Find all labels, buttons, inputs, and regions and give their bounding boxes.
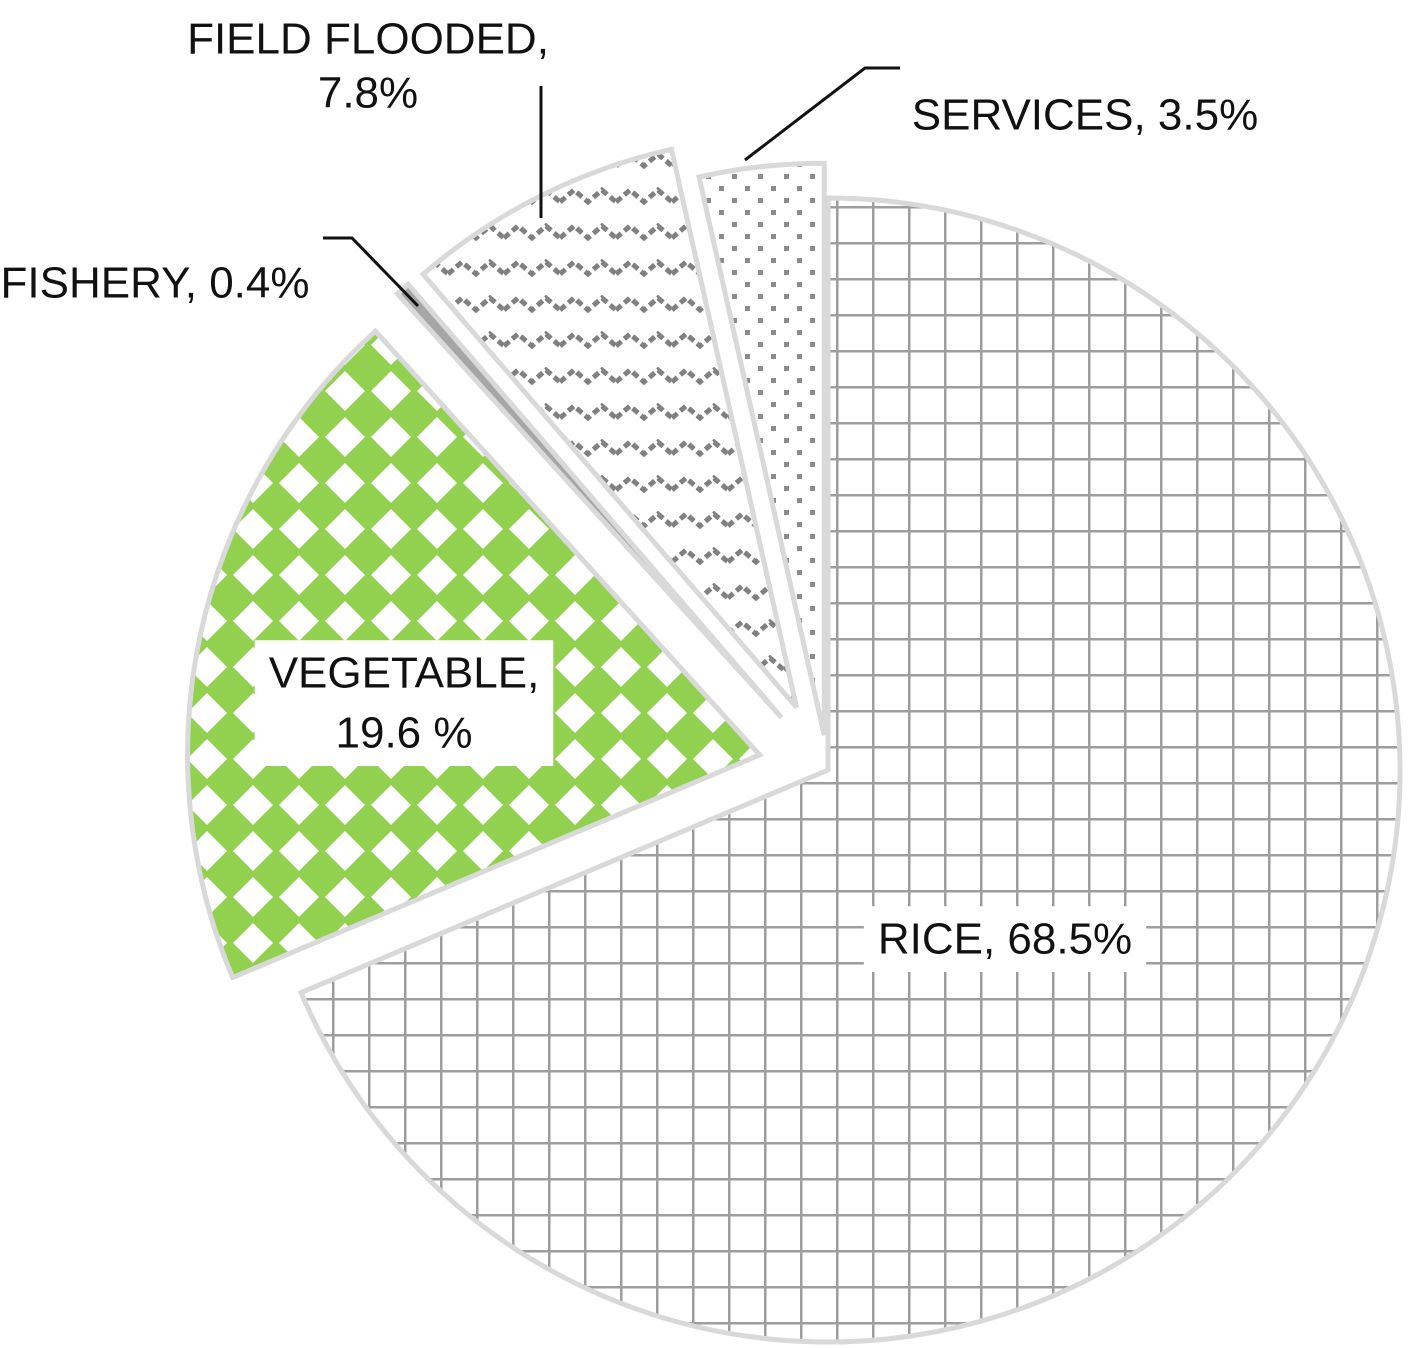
slice-label-vegetable-line-1: VEGETABLE, xyxy=(269,649,540,698)
slice-label-group-vegetable: VEGETABLE, 19.6 % xyxy=(254,640,554,767)
slice-label-field-flooded-line-2: 7.8% xyxy=(318,69,418,118)
slice-label-vegetable-line-2: 19.6 % xyxy=(336,709,473,758)
slice-label-group-fishery: FISHERY, 0.4% xyxy=(1,259,310,308)
slice-label-services-line-1: SERVICES, 3.5% xyxy=(912,91,1258,140)
pie-slice-services xyxy=(696,160,827,736)
slice-label-group-services: SERVICES, 3.5% xyxy=(912,91,1258,140)
slice-label-group-field-flooded: FIELD FLOODED, 7.8% xyxy=(187,15,549,118)
slice-label-rice-line-1: RICE, 68.5% xyxy=(878,915,1132,964)
leader-line-fishery xyxy=(323,236,420,308)
slice-label-group-rice: RICE, 68.5% xyxy=(863,906,1147,973)
label-background xyxy=(254,640,554,767)
label-background xyxy=(863,906,1147,973)
slice-label-fishery-line-1: FISHERY, 0.4% xyxy=(1,259,310,308)
leader-line-services xyxy=(744,66,900,162)
slice-label-field-flooded-line-1: FIELD FLOODED, xyxy=(187,15,549,64)
leader-lines xyxy=(323,66,900,308)
slice-labels: RICE, 68.5% VEGETABLE, 19.6 % FISHERY, 0.4%… xyxy=(1,15,1258,973)
pie-slice-rice xyxy=(297,195,1403,1345)
